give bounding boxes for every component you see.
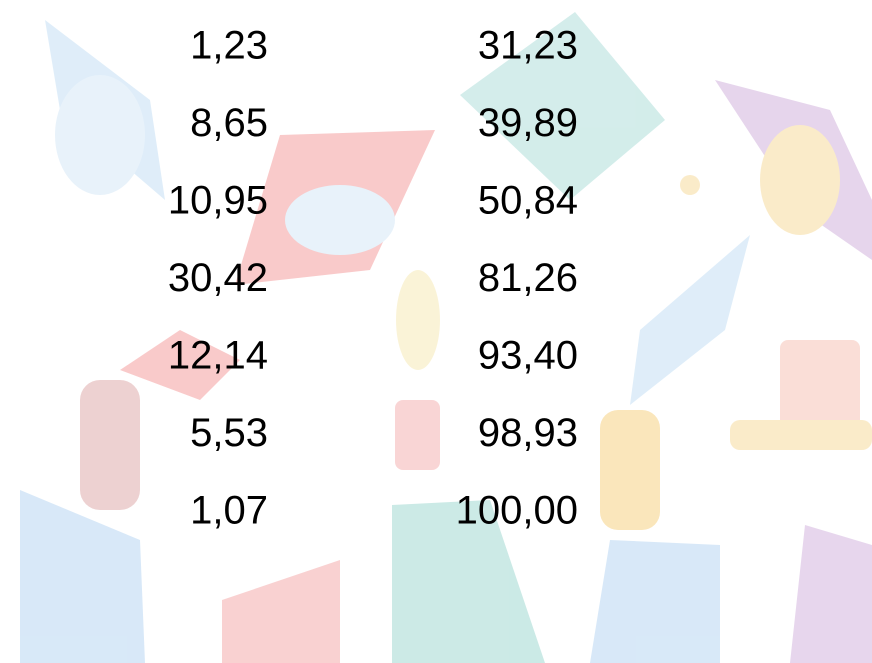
cell-value: 30,42: [168, 256, 268, 300]
tassel: [680, 175, 700, 195]
cap-dome: [55, 75, 145, 195]
cell-value: 8,65: [190, 101, 268, 145]
cap-tassel: [120, 330, 240, 400]
cell-value: 93,40: [478, 334, 578, 378]
cell-value: 98,93: [478, 411, 578, 455]
cell-value: 39,89: [478, 101, 578, 145]
cell-value: 50,84: [478, 179, 578, 223]
cell-value: 5,53: [190, 411, 268, 455]
background-art: [20, 12, 872, 663]
cell-value: 31,23: [478, 24, 578, 68]
cap-board: [460, 12, 665, 200]
cap-board: [235, 130, 435, 285]
hand: [600, 410, 660, 530]
hand: [80, 380, 140, 510]
cap-board: [630, 235, 750, 405]
cell-value: 1,07: [190, 489, 268, 533]
sleeve: [222, 560, 340, 663]
cap-dome: [760, 125, 840, 235]
glass: [396, 270, 440, 370]
cell-value: 12,14: [168, 334, 268, 378]
sleeve: [20, 490, 145, 663]
number-table: 1,23 8,65 10,95 30,42 12,14 5,53 1,07 31,23 39,8…: [168, 24, 578, 533]
sleeve: [590, 540, 720, 663]
arm: [730, 420, 872, 450]
cell-value: 1,23: [190, 24, 268, 68]
cell-value: 81,26: [478, 256, 578, 300]
cap-board: [45, 20, 165, 200]
cell-value: 10,95: [168, 179, 268, 223]
hand: [395, 400, 440, 470]
sleeve: [790, 525, 872, 663]
paper: [780, 340, 860, 450]
cap-dome: [285, 185, 395, 255]
sleeve: [392, 500, 545, 663]
cap-board: [715, 80, 872, 260]
cell-value: 100,00: [456, 489, 578, 533]
